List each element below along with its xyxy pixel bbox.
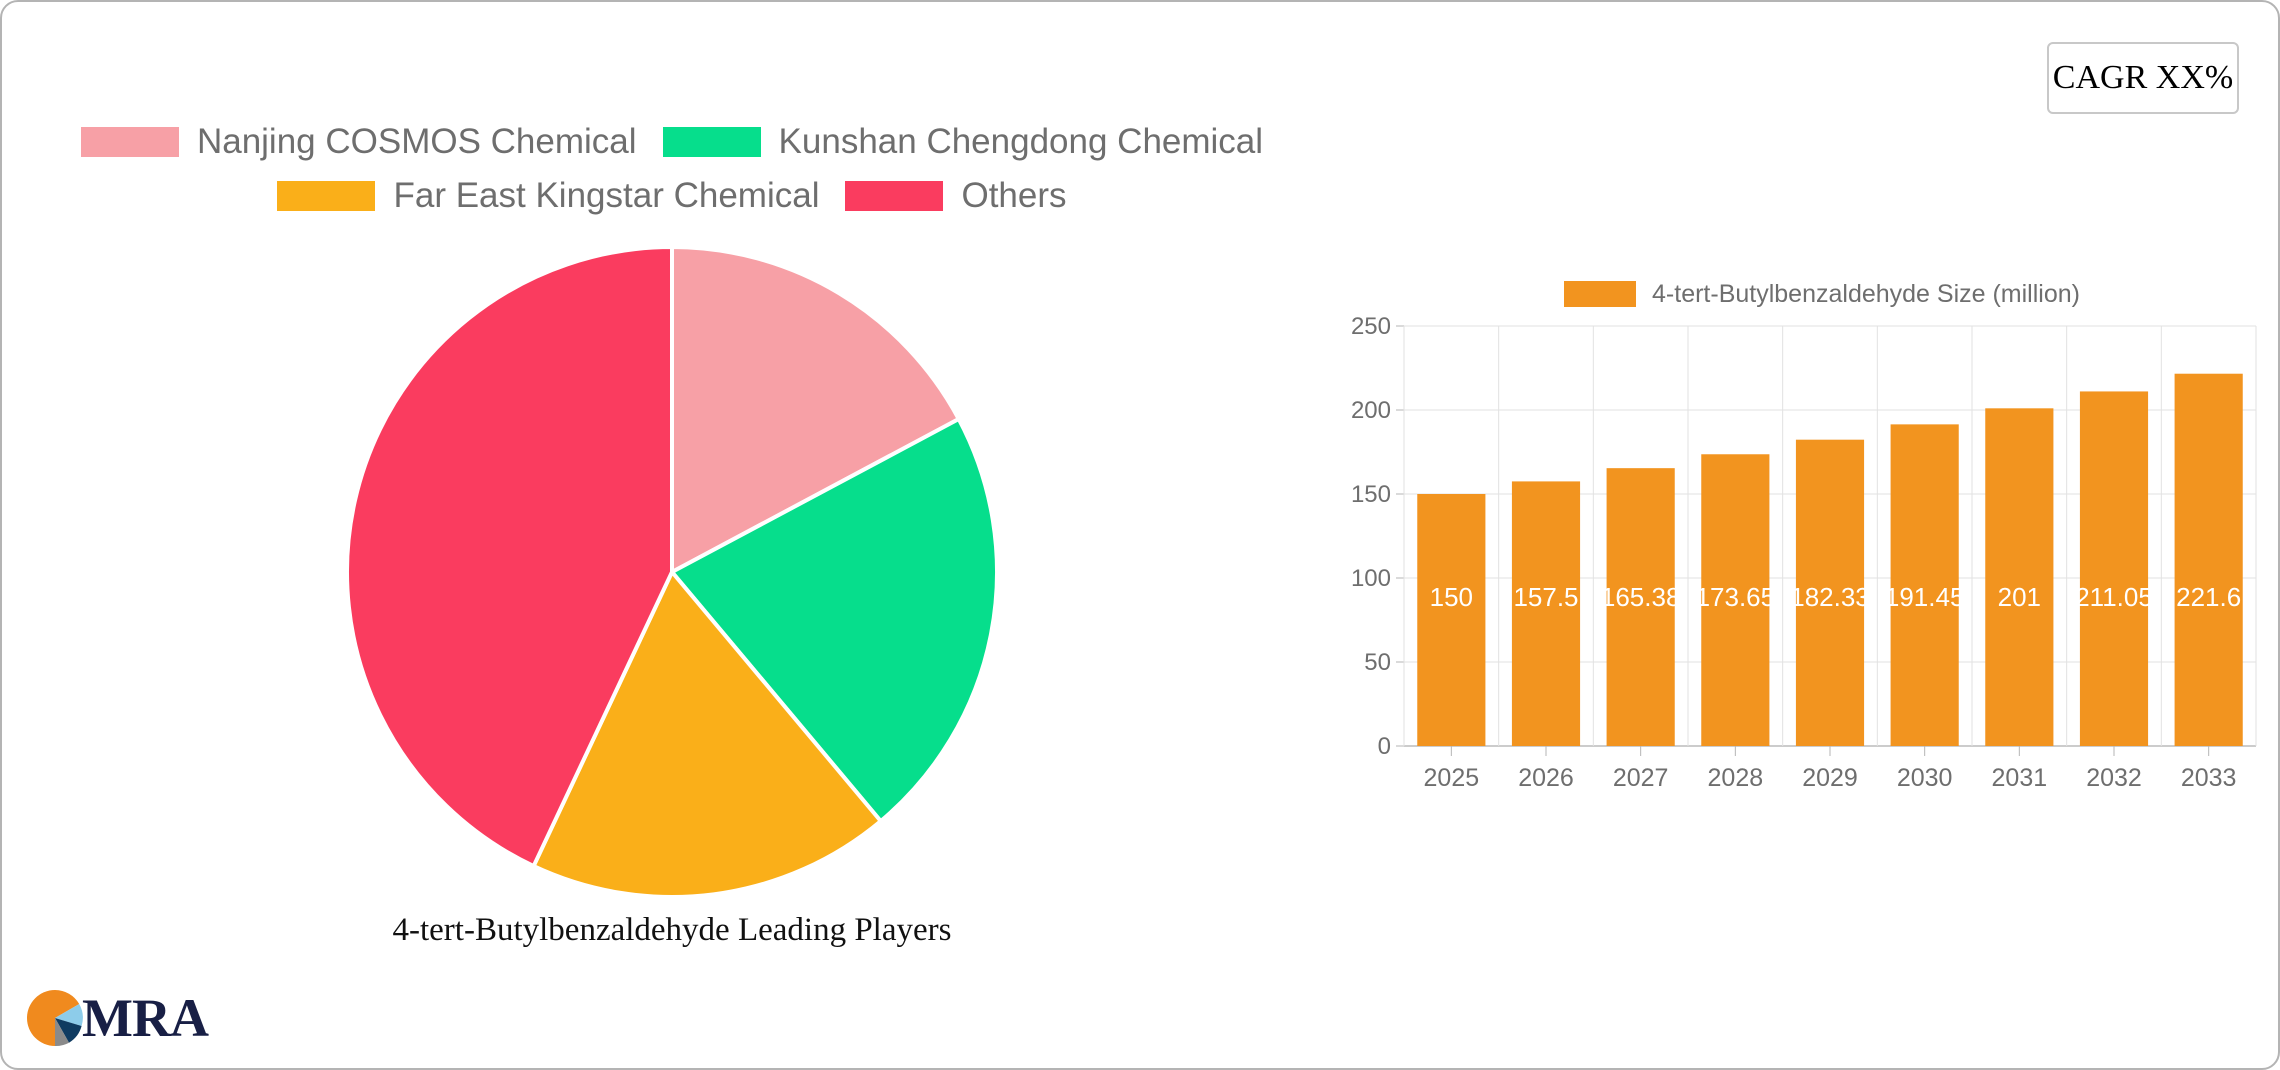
bar[interactable] [1701, 454, 1770, 746]
brand-logo: MRA [24, 987, 209, 1049]
legend-swatch-icon [80, 127, 179, 157]
x-axis-tick-label: 2033 [2181, 764, 2237, 792]
legend-item-label: Far East Kingstar Chemical [393, 176, 820, 215]
pie-legend: Nanjing COSMOS Chemical Kunshan Chengdon… [2, 122, 1342, 216]
bar-value-label: 157.5 [1513, 582, 1578, 612]
y-axis-tick-label: 100 [1351, 565, 1391, 592]
bar[interactable] [1795, 439, 1865, 746]
y-axis-tick-label: 0 [1378, 733, 1391, 760]
bar-legend-label: 4-tert-Butylbenzaldehyde Size (million) [1652, 279, 2080, 308]
bar-value-label: 211.05 [2075, 582, 2153, 612]
pie-chart-title: 4-tert-Butylbenzaldehyde Leading Players [392, 912, 952, 948]
bar-value-label: 191.45 [1885, 582, 1965, 612]
legend-item-far-east-kingstar-chemical[interactable]: Far East Kingstar Chemical [277, 176, 819, 216]
x-axis-tick-label: 2027 [1613, 764, 1669, 792]
x-axis-tick-label: 2031 [1992, 764, 2048, 792]
bar[interactable] [1511, 481, 1581, 746]
pie-slice[interactable] [670, 417, 999, 824]
bar-value-label: 221.6 [2176, 582, 2241, 612]
legend-item-others[interactable]: Others [845, 176, 1067, 216]
bar[interactable] [1417, 494, 1486, 746]
y-axis-tick-label: 200 [1351, 397, 1391, 424]
legend-swatch-icon [662, 127, 761, 157]
legend-item-label: Others [961, 176, 1067, 215]
cagr-badge: CAGR XX% [2047, 42, 2239, 114]
pie-legend-row-2: Far East Kingstar Chemical Others [2, 176, 1342, 216]
bar-value-label: 182.33 [1790, 582, 1870, 612]
brand-logo-text: MRA [82, 988, 209, 1048]
bar[interactable] [1985, 408, 2054, 746]
bar-value-label: 150 [1430, 582, 1473, 612]
y-axis-tick-label: 50 [1364, 649, 1391, 676]
legend-item-label: Nanjing COSMOS Chemical [196, 122, 637, 161]
bar[interactable] [1890, 424, 1959, 746]
x-axis-tick-label: 2026 [1518, 764, 1574, 792]
legend-item-nanjing-cosmos-chemical[interactable]: Nanjing COSMOS Chemical [80, 122, 637, 162]
cagr-badge-label: CAGR XX% [2052, 59, 2234, 96]
x-axis-tick-label: 2030 [1897, 764, 1953, 792]
legend-swatch-icon [845, 181, 944, 211]
pie-slice[interactable] [531, 570, 883, 899]
pie-slice[interactable] [670, 245, 961, 574]
x-axis-tick-label: 2028 [1708, 764, 1764, 792]
bar-chart-svg[interactable]: 0 50 100 150 200 250 150 2025 157.5 2026 165.38 202… [1342, 316, 2262, 816]
legend-item-kunshan-chengdong-chemical[interactable]: Kunshan Chengdong Chemical [662, 122, 1264, 162]
bar[interactable] [2079, 391, 2149, 746]
x-axis-tick-label: 2029 [1802, 764, 1858, 792]
pie-chart-svg[interactable] [342, 242, 1002, 902]
y-axis-tick-label: 150 [1351, 481, 1391, 508]
pie-chart-area [2, 242, 1342, 902]
legend-swatch-icon [277, 181, 376, 211]
pie-slice[interactable] [345, 245, 674, 869]
bar-value-label: 165.38 [1601, 582, 1681, 612]
bar[interactable] [1606, 468, 1675, 746]
bar-legend: 4-tert-Butylbenzaldehyde Size (million) [1382, 272, 2262, 316]
pie-legend-row-1: Nanjing COSMOS Chemical Kunshan Chengdon… [2, 122, 1342, 162]
x-axis-tick-label: 2025 [1424, 764, 1480, 792]
x-axis-tick-label: 2032 [2086, 764, 2142, 792]
pie-chart-panel: Nanjing COSMOS Chemical Kunshan Chengdon… [2, 122, 1342, 972]
legend-item-label: Kunshan Chengdong Chemical [778, 122, 1264, 161]
bar-value-label: 201 [1998, 582, 2041, 612]
pie-chart-logo-icon [27, 990, 83, 1047]
bar[interactable] [2174, 373, 2243, 746]
bar-value-label: 173.65 [1696, 582, 1776, 612]
legend-swatch-icon [1564, 281, 1637, 307]
bar-chart-panel: 4-tert-Butylbenzaldehyde Size (million) … [1342, 272, 2262, 832]
y-axis-tick-label: 250 [1351, 316, 1391, 340]
